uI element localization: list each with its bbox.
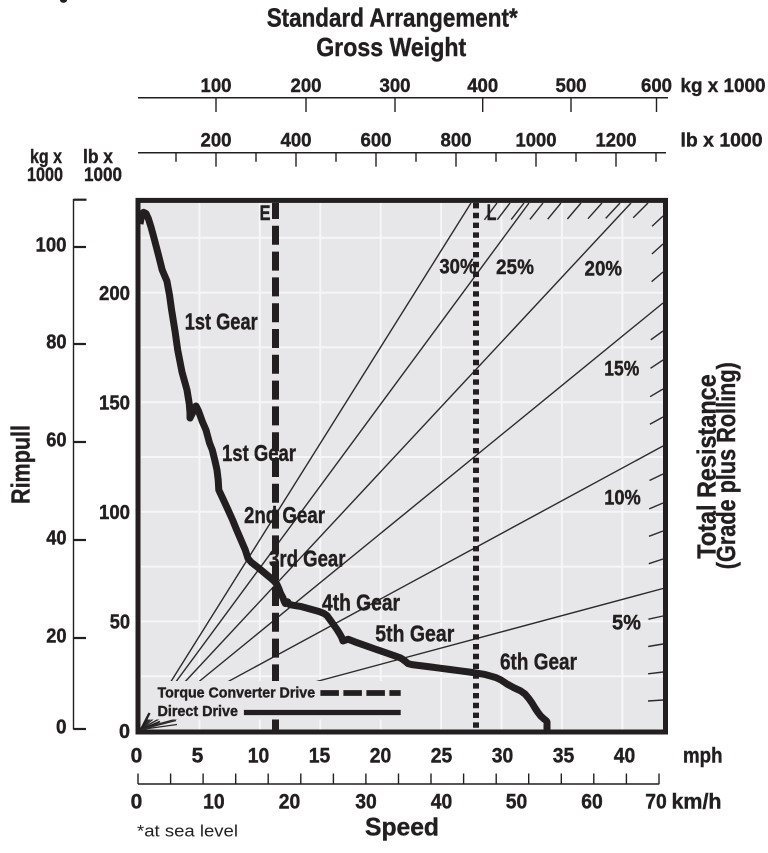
svg-text:800: 800 xyxy=(441,131,472,152)
svg-text:200: 200 xyxy=(201,131,232,152)
svg-text:100: 100 xyxy=(201,76,232,97)
svg-text:600: 600 xyxy=(361,131,392,152)
svg-text:200: 200 xyxy=(291,76,322,97)
svg-text:10%: 10% xyxy=(604,486,641,509)
svg-text:4th Gear: 4th Gear xyxy=(322,589,400,615)
svg-text:150: 150 xyxy=(99,392,130,414)
svg-text:25: 25 xyxy=(431,745,453,768)
svg-text:25%: 25% xyxy=(496,256,534,279)
svg-text:30%: 30% xyxy=(439,255,476,278)
svg-text:Torque Converter Drive: Torque Converter Drive xyxy=(158,685,316,702)
svg-text:50: 50 xyxy=(506,791,528,814)
svg-text:600: 600 xyxy=(641,76,672,97)
svg-text:1000: 1000 xyxy=(27,165,63,186)
svg-text:15%: 15% xyxy=(604,358,639,381)
svg-text:70: 70 xyxy=(645,791,667,814)
svg-text:20: 20 xyxy=(370,745,392,768)
svg-text:6th Gear: 6th Gear xyxy=(500,649,577,675)
svg-text:50: 50 xyxy=(110,612,130,634)
svg-text:3rd Gear: 3rd Gear xyxy=(269,546,346,572)
svg-text:5: 5 xyxy=(192,745,204,768)
svg-text:1000: 1000 xyxy=(516,131,557,152)
svg-text:kg x: kg x xyxy=(30,147,62,168)
svg-text:5th Gear: 5th Gear xyxy=(375,621,454,647)
svg-text:L: L xyxy=(487,200,497,225)
svg-text:0: 0 xyxy=(131,791,143,814)
svg-text:Speed: Speed xyxy=(365,814,439,842)
svg-text:0: 0 xyxy=(56,716,67,738)
svg-text:5%: 5% xyxy=(612,611,641,634)
svg-text:100: 100 xyxy=(36,234,67,256)
svg-text:10: 10 xyxy=(248,745,270,768)
svg-text:1200: 1200 xyxy=(596,131,637,152)
svg-text:1st Gear: 1st Gear xyxy=(185,309,258,335)
svg-text:Total Resistance: Total Resistance xyxy=(692,374,722,559)
svg-text:400: 400 xyxy=(467,76,498,97)
svg-text:mph: mph xyxy=(683,745,723,768)
svg-text:*at sea level: *at sea level xyxy=(137,822,238,841)
svg-text:30: 30 xyxy=(492,745,514,768)
svg-text:15: 15 xyxy=(309,745,331,768)
svg-text:20%: 20% xyxy=(585,257,623,280)
svg-text:35: 35 xyxy=(553,745,575,768)
svg-text:40: 40 xyxy=(46,527,66,549)
svg-text:0: 0 xyxy=(131,745,143,768)
svg-text:Gross Weight: Gross Weight xyxy=(316,32,466,62)
svg-text:Rimpull: Rimpull xyxy=(5,425,35,504)
svg-text:400: 400 xyxy=(281,131,312,152)
svg-text:100: 100 xyxy=(99,502,130,524)
svg-text:E: E xyxy=(260,202,271,225)
svg-text:0: 0 xyxy=(119,721,130,743)
svg-text:20: 20 xyxy=(279,791,301,814)
svg-text:300: 300 xyxy=(380,76,411,97)
svg-text:km/h: km/h xyxy=(672,791,722,814)
svg-text:20: 20 xyxy=(46,625,66,647)
svg-text:30: 30 xyxy=(355,791,377,814)
svg-text:lb x: lb x xyxy=(83,147,113,168)
svg-text:200: 200 xyxy=(99,283,130,305)
svg-text:60: 60 xyxy=(46,429,66,451)
svg-text:Direct Drive: Direct Drive xyxy=(158,703,239,720)
svg-text:Standard Arrangement*: Standard Arrangement* xyxy=(267,3,519,33)
svg-text:1000: 1000 xyxy=(84,165,122,186)
svg-text:1st Gear: 1st Gear xyxy=(222,440,296,466)
svg-text:10: 10 xyxy=(203,791,225,814)
svg-text:2nd Gear: 2nd Gear xyxy=(244,502,325,528)
svg-text:(Grade plus Rolling): (Grade plus Rolling) xyxy=(711,362,741,569)
svg-text:lb x 1000: lb x 1000 xyxy=(681,131,763,152)
svg-text:40: 40 xyxy=(614,745,636,768)
svg-text:80: 80 xyxy=(46,331,66,353)
svg-text:60: 60 xyxy=(581,791,603,814)
svg-text:500: 500 xyxy=(556,76,587,97)
svg-text:40: 40 xyxy=(431,791,453,814)
svg-text:kg x 1000: kg x 1000 xyxy=(681,76,766,97)
